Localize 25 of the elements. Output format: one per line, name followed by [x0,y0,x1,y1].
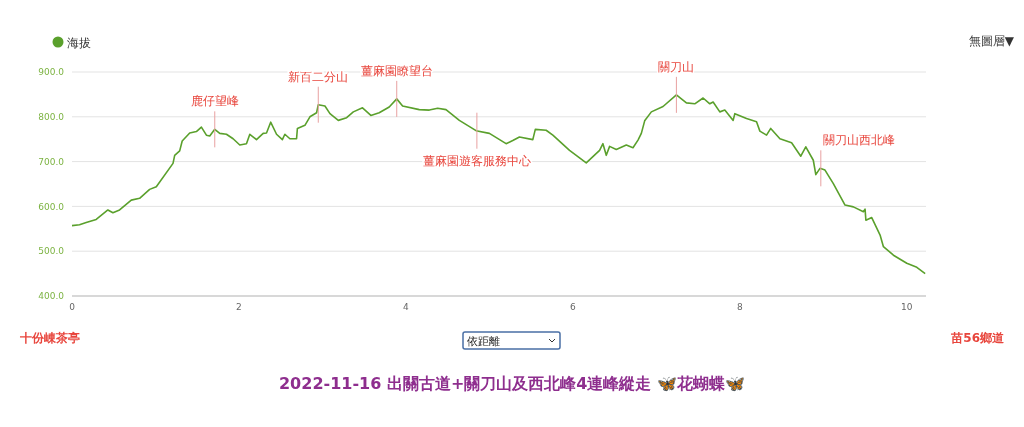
text: 苗56鄉道 [950,331,1005,345]
text: 2022-11-16 出關古道+關刀山及西北峰4連峰縱走 🦋花蝴蝶🦋 [278,374,746,393]
legend-label: 海拔 [67,36,91,51]
annotation: 薑麻園遊客服務中心 [422,153,531,168]
y-tick-label: 900.0 [38,67,65,78]
dropdown-field: 依距離 [462,331,561,350]
x-tick-label: 4 [403,302,410,312]
y-tick-label: 400.0 [38,291,65,302]
annotation: 關刀山西北峰 [822,133,895,148]
text: 無圖層▼ [968,34,1015,48]
annotation: 新百二分山 [288,69,349,84]
line-series [71,94,926,275]
y-tick-label: 600.0 [38,201,65,212]
x-tick-label: 2 [236,302,242,312]
y-tick-label: 800.0 [38,111,65,122]
annotation: 關刀山 [658,59,695,74]
annotation: 薑麻園瞭望台 [360,63,433,78]
x-tick-label: 8 [736,302,743,312]
x-tick-label: 6 [570,302,577,312]
x-tick-label: 0 [69,302,76,312]
annotation: 鹿仔望峰 [190,94,239,109]
y-tick-label: 700.0 [38,156,65,167]
x-tick-label: 10 [901,302,913,312]
y-tick-label: 500.0 [38,246,65,257]
text: 十份崠茶亭 [19,331,80,345]
